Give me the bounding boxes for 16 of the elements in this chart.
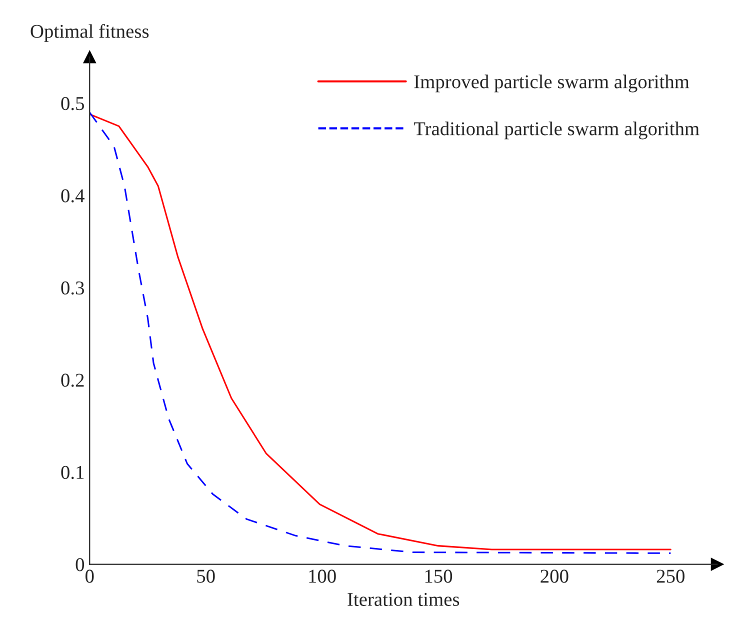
x-tick-label: 200: [540, 570, 568, 583]
x-tick-label: 50: [197, 570, 215, 583]
y-axis-title: Optimal fitness: [30, 24, 149, 42]
x-tick-label: 0: [86, 570, 94, 583]
y-tick-label: 0.3: [61, 281, 84, 295]
x-axis-title: Iteration times: [348, 592, 460, 606]
x-tick-label: 250: [656, 570, 684, 583]
legend-label: Improved particle swarm algorithm: [414, 74, 690, 92]
y-tick-label: 0.2: [61, 374, 84, 387]
legend-label: Traditional particle swarm algorithm: [414, 122, 700, 140]
x-tick-label: 150: [425, 570, 452, 583]
y-tick-label: 0.4: [61, 189, 84, 202]
x-tick-label: 100: [309, 570, 336, 583]
y-tick-label: 0.5: [61, 96, 84, 110]
y-tick-label: 0: [76, 558, 84, 572]
y-tick-label: 0.1: [61, 466, 84, 480]
